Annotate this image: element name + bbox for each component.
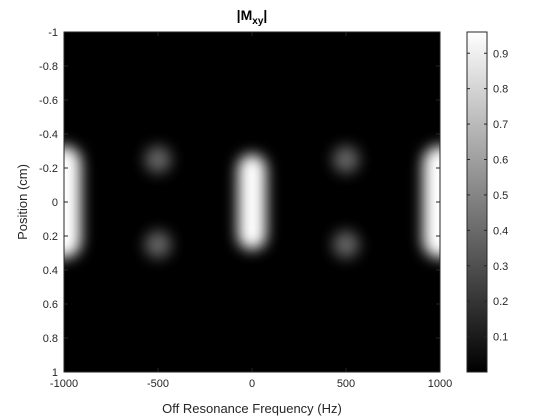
- colorbar-tick-label: 0.9: [493, 48, 508, 60]
- y-tick-label: 0.4: [43, 265, 58, 277]
- chart-title: |Mxy|: [237, 7, 268, 27]
- heatmap-blob-1: [237, 154, 267, 250]
- x-axis-label: Off Resonance Frequency (Hz): [162, 401, 342, 416]
- heatmap-blob-2: [423, 145, 440, 259]
- colorbar-tick-label: 0.7: [493, 119, 508, 131]
- chart-title-subscript: xy: [252, 16, 264, 27]
- x-tick-label: 1000: [428, 378, 452, 390]
- y-tick-label: -0.8: [39, 61, 58, 73]
- y-tick-label: -0.2: [39, 163, 58, 175]
- colorbar-tick-label: 0.2: [493, 296, 508, 308]
- x-tick-label: -500: [147, 378, 169, 390]
- y-tick-label: 0.6: [43, 299, 58, 311]
- heatmap-blob-5: [332, 145, 360, 174]
- x-tick-label: 0: [249, 378, 255, 390]
- heatmap-blob-3: [144, 145, 172, 174]
- colorbar-tick-label: 0.5: [493, 190, 508, 202]
- y-tick-label: -0.4: [39, 129, 58, 141]
- y-tick-label: -0.6: [39, 95, 58, 107]
- colorbar-tick-label: 0.6: [493, 155, 508, 167]
- y-axis-label: Position (cm): [15, 164, 30, 240]
- y-tick-label: -1: [48, 27, 58, 39]
- colorbar: [466, 31, 488, 373]
- y-tick-label: 0: [52, 197, 58, 209]
- x-axis-ticks: -1000 -500 0 500 1000: [50, 32, 452, 390]
- colorbar-tick-label: 0.1: [493, 332, 508, 344]
- heatmap-blob-0: [64, 145, 81, 259]
- heatmap-blob-4: [144, 230, 172, 259]
- x-tick-label: -1000: [50, 378, 78, 390]
- colorbar-tick-label: 0.8: [493, 84, 508, 96]
- colorbar-tick-label: 0.3: [493, 261, 508, 273]
- y-tick-label: 0.8: [43, 333, 58, 345]
- colorbar-ticks: 0.1 0.2 0.3 0.4 0.5 0.6 0.7 0.8 0.9: [467, 48, 508, 344]
- y-tick-label: 0.2: [43, 231, 58, 243]
- colorbar-tick-label: 0.4: [493, 225, 508, 237]
- heatmap-blob-layer: [64, 145, 440, 259]
- chart-title-end: |: [263, 7, 267, 23]
- x-tick-label: 500: [337, 378, 355, 390]
- y-tick-label: 1: [52, 367, 58, 379]
- chart-title-main: |M: [237, 7, 253, 23]
- heatmap-blob-6: [332, 230, 360, 259]
- y-axis-ticks: -1 -0.8 -0.6 -0.4 -0.2 0 0.2 0.4 0.6 0.8 1: [39, 27, 440, 379]
